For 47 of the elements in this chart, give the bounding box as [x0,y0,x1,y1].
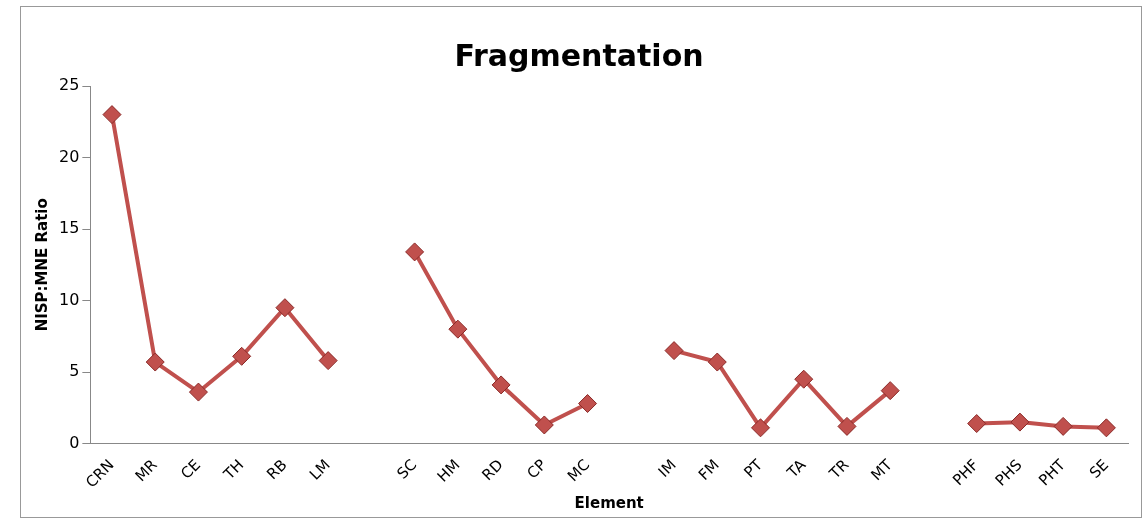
x-tick-label: SC [393,455,421,483]
x-tick-label: MT [867,455,897,485]
x-tick-label: FM [694,455,723,484]
point [880,381,900,401]
x-tick-label: TA [782,455,810,483]
y-tick-label: 5 [69,361,80,381]
point [534,415,554,435]
chart-title: Fragmentation [454,37,704,73]
x-tick-label: RB [263,455,291,484]
point [102,105,122,125]
x-tick-label: RD [478,455,507,485]
x-tick-label: MC [563,455,594,486]
y-tick-label: 10 [59,289,80,309]
point [232,346,252,366]
y-axis-title: NISP:MNE Ratio [32,198,51,332]
point [664,341,684,361]
y-tick-label: 0 [69,432,80,452]
point [491,375,511,395]
point [318,351,338,371]
point [275,298,295,318]
x-tick-label: SE [1085,455,1112,482]
point [188,382,208,402]
x-tick-label: HM [433,455,464,486]
point [707,352,727,372]
point [405,242,425,262]
point [837,416,857,436]
x-tick-label: TH [219,455,248,484]
x-tick-label: TR [825,455,853,484]
point [794,369,814,389]
x-axis-title: Element [574,493,644,512]
point [967,414,987,434]
x-tick-label: LM [305,455,334,484]
x-tick-label: CP [523,455,550,483]
point [578,394,598,414]
y-tick-label: 20 [59,146,80,166]
x-tick-label: IM [654,455,680,481]
point [1053,416,1073,436]
point [448,319,468,339]
point [751,418,770,438]
x-tick-label: CE [177,455,205,483]
x-tick-label: MR [131,455,161,486]
x-tick-label: PT [740,455,767,482]
point [1010,412,1030,432]
y-tick-label: 25 [59,75,80,95]
point [1096,418,1116,438]
y-tick-label: 15 [59,218,80,238]
point [145,352,165,372]
